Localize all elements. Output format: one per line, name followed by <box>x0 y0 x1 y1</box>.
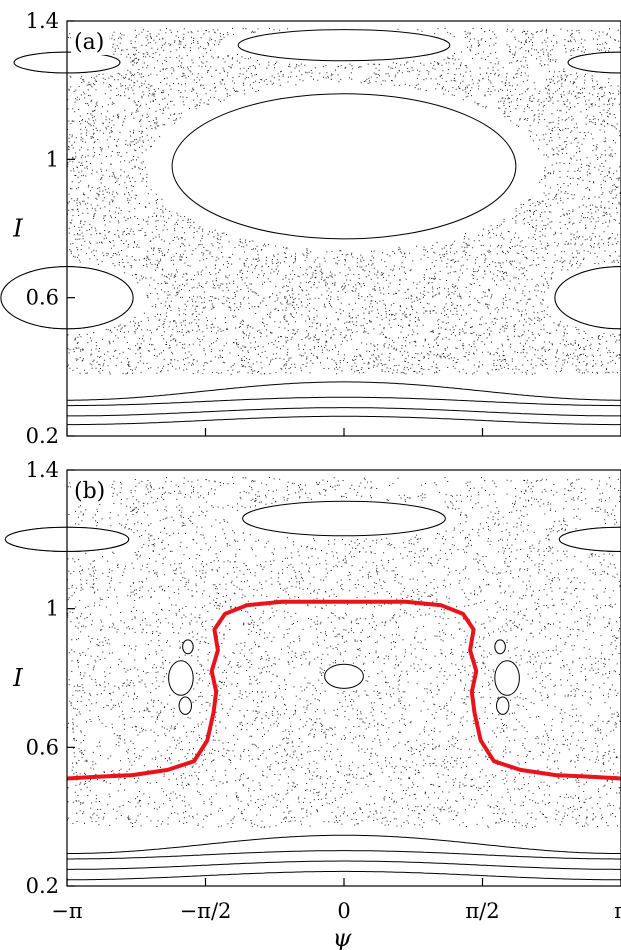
island-curve <box>324 663 364 689</box>
rotational-curve <box>67 396 621 407</box>
panel-label: (a) <box>74 30 104 55</box>
x-tick-label: π <box>614 899 621 923</box>
island-curve <box>242 500 446 537</box>
island-curve <box>237 29 451 62</box>
x-tick-label: −π <box>51 899 83 923</box>
y-tick-label: 0.2 <box>26 424 59 448</box>
y-axis-label: I <box>12 664 23 692</box>
rotational-curve <box>66 834 621 855</box>
panel-label-bg <box>71 474 109 504</box>
y-tick-label: 1 <box>46 597 59 621</box>
panel-label-bg <box>71 25 109 55</box>
island-curve <box>171 93 517 240</box>
rotational-curve <box>67 860 621 870</box>
island-curve <box>558 526 621 552</box>
x-axis-label: ψ <box>333 924 353 950</box>
island-curve <box>182 639 194 655</box>
island-curve <box>494 639 506 655</box>
x-tick-label: −π/2 <box>180 899 232 923</box>
island-curve <box>554 266 621 330</box>
x-tick-label: 0 <box>337 899 350 923</box>
y-tick-label: 1.4 <box>26 458 59 482</box>
rotational-curve <box>67 415 621 426</box>
y-tick-label: 1.4 <box>26 9 59 33</box>
rotational-curve <box>67 870 621 881</box>
rotational-curve <box>67 407 621 417</box>
panel-b: 1.4 1 0.6 0.2−π −π/2 0 π/2 π (b) Iψ <box>4 458 621 950</box>
separatrix-curve <box>66 599 621 781</box>
island-curve <box>178 696 193 715</box>
y-axis-label: I <box>12 215 23 243</box>
island-curve <box>496 696 510 715</box>
rotational-curve <box>67 381 621 401</box>
y-tick-label: 0.6 <box>26 735 59 759</box>
panel-label: (b) <box>74 479 105 504</box>
island-curve <box>567 51 621 74</box>
y-tick-label: 0.2 <box>26 874 59 898</box>
rotational-curve <box>67 850 621 860</box>
y-tick-label: 1 <box>46 147 59 171</box>
x-tick-label: π/2 <box>465 899 499 923</box>
y-tick-label: 0.6 <box>26 286 59 310</box>
island-curve <box>494 660 520 696</box>
island-curve <box>168 660 194 696</box>
panel-a: 1.4 1 0.6 0.2 (a) I <box>0 9 621 448</box>
